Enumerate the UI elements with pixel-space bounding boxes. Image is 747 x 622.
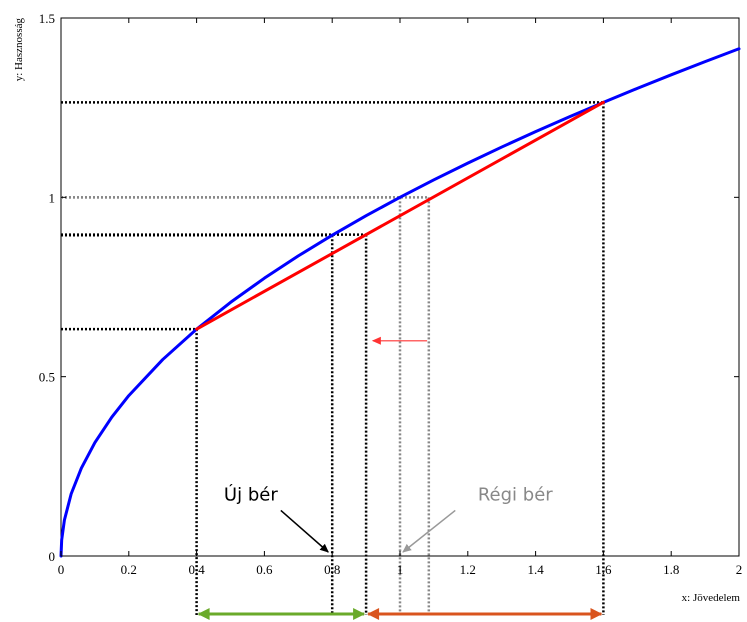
y-tick-label-0: 0 (49, 549, 56, 564)
y-axis-label: y: Hasznosság (13, 18, 25, 82)
x-tick-label-9: 1.8 (663, 562, 679, 577)
x-tick-label-8: 1.6 (595, 562, 612, 577)
x-tick-label-10: 2 (736, 562, 743, 577)
x-axis-label: x: Jövedelem (682, 592, 741, 604)
y-tick-label-3: 1.5 (39, 11, 55, 26)
annotation-arrow-1 (402, 509, 456, 553)
y-tick-label-1: 0.5 (39, 370, 55, 385)
x-tick-label-2: 0.4 (188, 562, 205, 577)
series-lines (59, 47, 741, 558)
annotation-arrow-0 (280, 509, 329, 553)
x-tick-label-0: 0 (58, 562, 65, 577)
x-tick-label-7: 1.4 (527, 562, 544, 577)
y-tick-label-2: 1 (49, 190, 56, 205)
series-line-1 (195, 100, 605, 331)
annotation-label-1: Régi bér (478, 484, 553, 505)
annotation-label-0: Új bér (224, 483, 278, 505)
x-tick-label-3: 0.6 (256, 562, 273, 577)
x-tick-label-5: 1 (397, 562, 404, 577)
axis-ticks: 0 0.2 0.4 0.6 0.8 1 1.2 1.4 1.6 1.8 2 0 0.5 1 1.5 (39, 11, 743, 577)
guide-lines (61, 101, 605, 615)
annotations: Új bér Régi bér (197, 336, 603, 620)
x-tick-label-1: 0.2 (121, 562, 137, 577)
x-tick-label-4: 0.8 (324, 562, 340, 577)
x-tick-label-6: 1.2 (460, 562, 476, 577)
